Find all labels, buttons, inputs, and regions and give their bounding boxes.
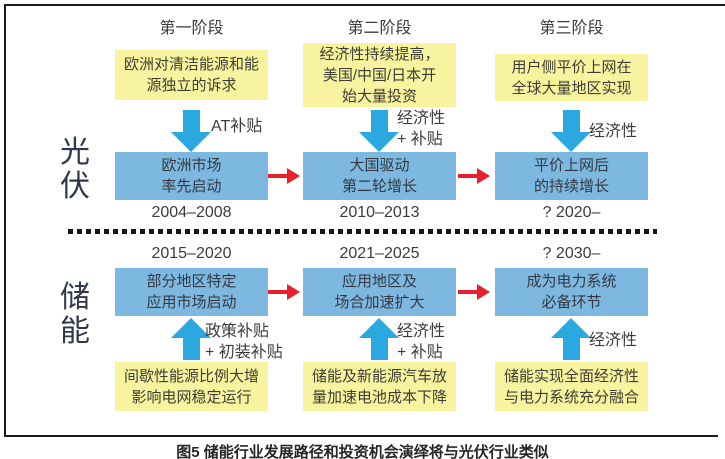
- pv-result-box-1: 欧洲市场 率先启动: [115, 152, 268, 200]
- storage-arrow-label-2: 经济性 + 补贴: [397, 323, 446, 361]
- stage-header-3: 第三阶段: [539, 20, 604, 37]
- stage-header-1: 第一阶段: [159, 20, 224, 37]
- pv-period-2: 2010–2013: [339, 204, 420, 221]
- storage-period-2: 2021–2025: [339, 245, 420, 262]
- storage-arrow-label-3: 经济性: [589, 332, 638, 349]
- up-arrow-icon: [359, 318, 399, 360]
- down-arrow-icon: [359, 110, 399, 152]
- storage-period-1: 2015–2020: [151, 245, 232, 262]
- pv-arrow-label-3: 经济性: [589, 123, 638, 140]
- storage-period-3: ? 2030–: [542, 245, 601, 262]
- right-arrow-icon: [268, 168, 300, 184]
- pv-section-label: 光 伏: [60, 136, 90, 203]
- stage-header-2: 第二阶段: [347, 20, 412, 37]
- right-arrow-icon: [268, 284, 300, 300]
- up-arrow-icon: [171, 318, 211, 360]
- section-divider: [68, 229, 657, 234]
- storage-arrow-label-1: 政策补贴 + 初装补贴: [205, 323, 283, 361]
- down-arrow-icon: [171, 110, 211, 152]
- pv-driver-box-3: 用户侧平价上网在 全球大量地区实现: [495, 54, 648, 101]
- pv-result-box-3: 平价上网后 的持续增长: [495, 152, 648, 200]
- storage-driver-box-3: 储能实现全面经济性 与电力系统充分融合: [495, 362, 648, 411]
- storage-result-box-3: 成为电力系统 必备环节: [495, 268, 648, 316]
- figure-caption: 图5 储能行业发展路径和投资机会演绎将与光伏行业类似: [176, 444, 549, 459]
- storage-section-label: 储 能: [60, 281, 90, 348]
- frame-bottom-border: [4, 435, 718, 437]
- storage-result-box-2: 应用地区及 场合加速扩大: [303, 268, 456, 316]
- pv-arrow-label-1: AT补贴: [211, 118, 263, 135]
- down-arrow-icon: [551, 110, 591, 152]
- frame-top-border: [4, 4, 725, 6]
- pv-period-3: ? 2020–: [542, 204, 601, 221]
- pv-result-box-2: 大国驱动 第二轮增长: [303, 152, 456, 200]
- pv-arrow-label-2: 经济性 + 补贴: [397, 110, 446, 148]
- storage-result-box-1: 部分地区特定 应用市场启动: [115, 268, 268, 316]
- up-arrow-icon: [551, 318, 591, 360]
- pv-driver-box-2: 经济性持续提高， 美国/中国/日本开 始大量投资: [303, 43, 456, 107]
- pv-driver-box-1: 欧洲对清洁能源和能 源独立的诉求: [115, 50, 268, 100]
- storage-driver-box-1: 间歇性能源比例大增 影响电网稳定运行: [115, 362, 268, 411]
- frame-left-border: [4, 4, 6, 437]
- right-arrow-icon: [458, 284, 490, 300]
- pv-period-1: 2004–2008: [151, 204, 232, 221]
- right-arrow-icon: [458, 168, 490, 184]
- storage-driver-box-2: 储能及新能源汽车放 量加速电池成本下降: [303, 362, 456, 411]
